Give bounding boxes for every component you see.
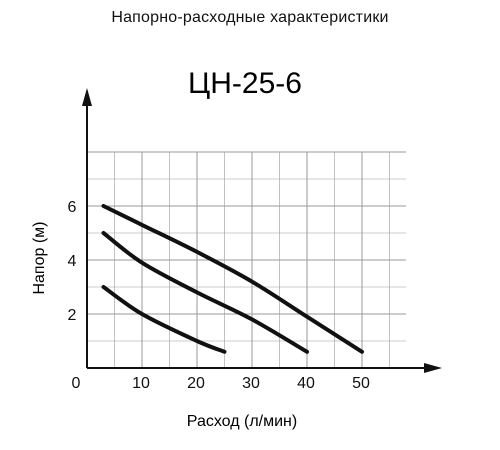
series-lines	[101, 204, 364, 354]
y-tick-label: 4	[68, 253, 77, 270]
series-line-2	[101, 231, 309, 354]
y-tick-label: 6	[68, 199, 77, 216]
grid	[86, 151, 406, 368]
x-tick-label: 40	[297, 375, 315, 392]
axes	[82, 88, 442, 373]
x-axis-arrow-icon	[424, 363, 442, 373]
series-line-1	[101, 285, 227, 354]
tick-labels: 0 10 20 30 40 50 2 4 6	[68, 199, 370, 392]
page-heading: Напорно-расходные характеристики	[111, 9, 389, 26]
chart-title: ЦН-25-6	[188, 67, 302, 100]
y-axis-label: Напор (м)	[31, 221, 48, 294]
x-tick-label: 50	[352, 375, 370, 392]
x-tick-label: 0	[72, 375, 81, 392]
x-tick-label: 10	[132, 375, 150, 392]
y-axis-arrow-icon	[82, 88, 92, 106]
series-line-3	[101, 204, 364, 354]
x-tick-label: 20	[187, 375, 205, 392]
x-tick-label: 30	[242, 375, 260, 392]
y-tick-label: 2	[68, 307, 77, 324]
x-axis-label: Расход (л/мин)	[187, 413, 297, 430]
